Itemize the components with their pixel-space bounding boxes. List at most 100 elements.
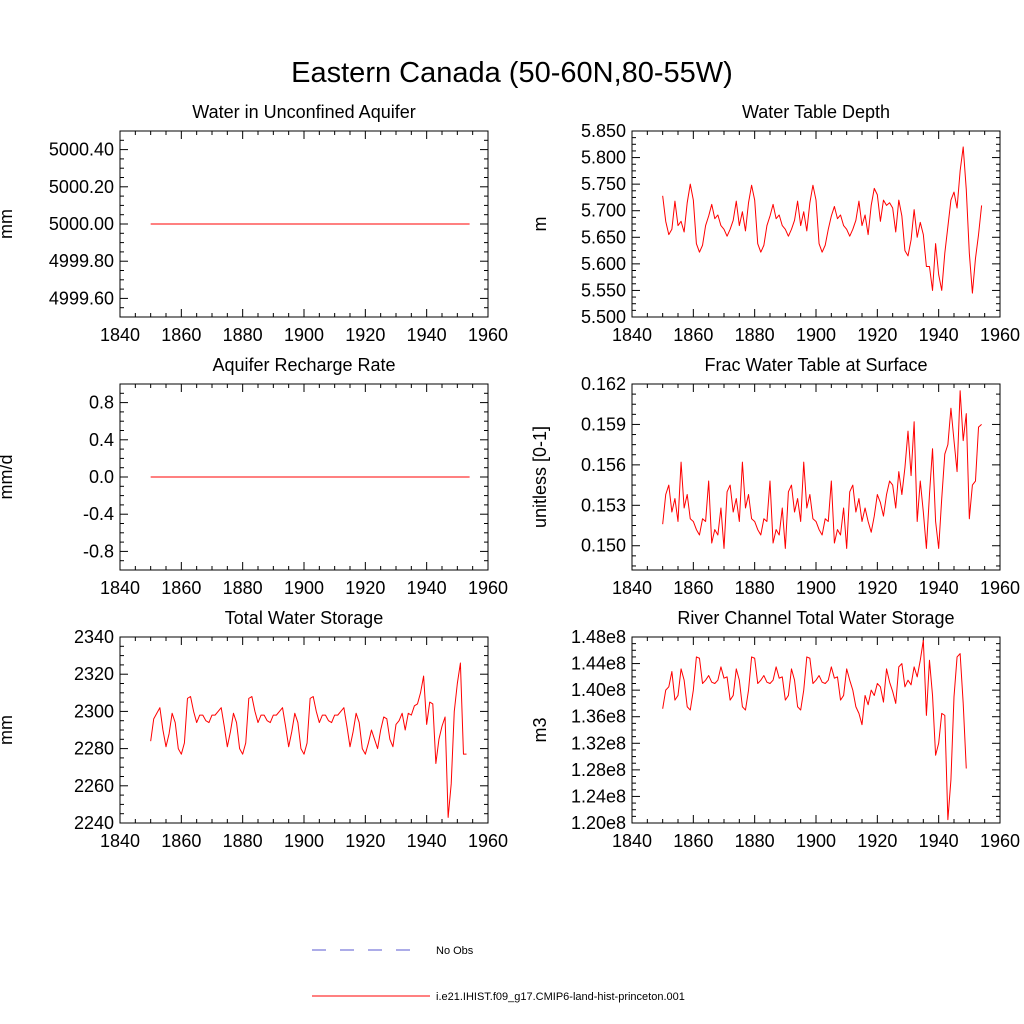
x-tick-label: 1840 — [612, 578, 652, 598]
y-tick-label: 0.159 — [581, 414, 626, 434]
x-tick-label: 1960 — [468, 831, 508, 851]
series-line-model — [662, 390, 982, 549]
y-tick-label: 5000.40 — [49, 140, 114, 160]
x-tick-label: 1840 — [100, 578, 140, 598]
y-tick-label: 0.0 — [89, 467, 114, 487]
y-tick-label: 2260 — [74, 776, 114, 796]
y-axis-label: mm — [0, 715, 16, 745]
y-axis-label: m3 — [530, 717, 550, 742]
x-tick-label: 1880 — [735, 325, 775, 345]
y-tick-label: 1.44e8 — [571, 654, 626, 674]
plot-frame — [631, 130, 1001, 318]
series-line-model — [150, 662, 467, 818]
page-title: Eastern Canada (50-60N,80-55W) — [291, 57, 733, 89]
y-tick-label: -0.4 — [83, 504, 114, 524]
x-tick-label: 1920 — [345, 831, 385, 851]
y-tick-label: 4999.60 — [49, 288, 114, 308]
y-tick-label: 1.36e8 — [571, 707, 626, 727]
x-tick-label: 1900 — [796, 325, 836, 345]
panel-title: Total Water Storage — [225, 608, 383, 628]
y-tick-label: 1.24e8 — [571, 786, 626, 806]
x-tick-label: 1840 — [612, 831, 652, 851]
y-tick-label: 1.40e8 — [571, 680, 626, 700]
x-tick-label: 1920 — [345, 578, 385, 598]
y-tick-label: 5.500 — [581, 307, 626, 327]
x-tick-label: 1900 — [796, 578, 836, 598]
y-tick-label: 5.800 — [581, 148, 626, 168]
legend: No Obs i.e21.IHIST.f09_g17.CMIP6-land-hi… — [312, 945, 685, 1003]
x-tick-label: 1940 — [407, 325, 447, 345]
panel-frac-water-table-at-surface: Frac Water Table at Surface 1840 1860 1880 1… — [530, 355, 1020, 598]
plot-frame — [119, 636, 489, 824]
y-tick-label: -0.8 — [83, 541, 114, 561]
panel-water-in-unconfined-aquifer: Water in Unconfined Aquifer 1840 1860 1880 1… — [0, 102, 508, 345]
x-tick-label: 1960 — [980, 578, 1020, 598]
panel-title: Water Table Depth — [742, 102, 890, 122]
y-tick-label: 1.48e8 — [571, 627, 626, 647]
y-tick-label: 1.20e8 — [571, 813, 626, 833]
y-tick-label: 2320 — [74, 664, 114, 684]
x-tick-label: 1940 — [919, 578, 959, 598]
y-tick-label: 5000.00 — [49, 214, 114, 234]
x-tick-label: 1900 — [284, 578, 324, 598]
panel-river-channel-total-water-storage: River Channel Total Water Storage 1840 186… — [530, 608, 1020, 851]
series-line-model — [662, 146, 983, 294]
y-tick-label: 0.4 — [89, 430, 114, 450]
x-tick-label: 1840 — [612, 325, 652, 345]
x-tick-label: 1920 — [857, 325, 897, 345]
x-tick-label: 1920 — [857, 831, 897, 851]
y-tick-label: 2340 — [74, 627, 114, 647]
y-tick-label: 0.153 — [581, 495, 626, 515]
x-tick-label: 1920 — [857, 578, 897, 598]
y-tick-label: 0.150 — [581, 536, 626, 556]
x-tick-label: 1860 — [161, 325, 201, 345]
y-tick-label: 5.650 — [581, 227, 626, 247]
legend-label-no-obs: No Obs — [436, 945, 474, 957]
y-tick-label: 4999.80 — [49, 251, 114, 271]
y-tick-label: 1.32e8 — [571, 733, 626, 753]
y-tick-label: 5.700 — [581, 201, 626, 221]
y-tick-label: 2300 — [74, 701, 114, 721]
x-tick-label: 1840 — [100, 831, 140, 851]
x-tick-label: 1960 — [468, 325, 508, 345]
series-line-model — [662, 639, 967, 821]
x-tick-label: 1860 — [673, 325, 713, 345]
panel-title: Water in Unconfined Aquifer — [192, 102, 415, 122]
x-tick-label: 1860 — [673, 578, 713, 598]
x-tick-label: 1860 — [673, 831, 713, 851]
y-tick-label: 5.750 — [581, 174, 626, 194]
x-tick-label: 1880 — [223, 831, 263, 851]
x-tick-label: 1900 — [284, 831, 324, 851]
x-tick-label: 1840 — [100, 325, 140, 345]
y-tick-label: 1.28e8 — [571, 760, 626, 780]
x-tick-label: 1880 — [735, 578, 775, 598]
panel-title: Frac Water Table at Surface — [704, 355, 927, 375]
x-tick-label: 1860 — [161, 831, 201, 851]
y-tick-label: 0.156 — [581, 455, 626, 475]
y-tick-label: 5.550 — [581, 280, 626, 300]
y-tick-label: 2240 — [74, 813, 114, 833]
panel-water-table-depth: Water Table Depth 1840 1860 1880 1900 1920 194… — [530, 102, 1020, 345]
panels-container: Water in Unconfined Aquifer 1840 1860 1880 1… — [0, 102, 1020, 851]
y-tick-label: 0.8 — [89, 393, 114, 413]
x-tick-label: 1940 — [919, 325, 959, 345]
y-tick-label: 5.600 — [581, 254, 626, 274]
x-tick-label: 1900 — [284, 325, 324, 345]
panel-title: Aquifer Recharge Rate — [212, 355, 395, 375]
x-tick-label: 1900 — [796, 831, 836, 851]
x-tick-label: 1880 — [735, 831, 775, 851]
x-tick-label: 1940 — [919, 831, 959, 851]
y-axis-label: mm — [0, 209, 16, 239]
legend-label-model: i.e21.IHIST.f09_g17.CMIP6-land-hist-prin… — [436, 991, 685, 1003]
y-axis-label: mm/d — [0, 455, 16, 500]
x-tick-label: 1960 — [468, 578, 508, 598]
y-tick-label: 0.162 — [581, 374, 626, 394]
plot-frame — [631, 383, 1001, 571]
y-axis-label: m — [530, 217, 550, 232]
x-tick-label: 1960 — [980, 325, 1020, 345]
y-axis-label: unitless [0-1] — [530, 426, 550, 528]
y-tick-label: 5.850 — [581, 121, 626, 141]
panel-title: River Channel Total Water Storage — [677, 608, 954, 628]
y-tick-label: 2280 — [74, 739, 114, 759]
